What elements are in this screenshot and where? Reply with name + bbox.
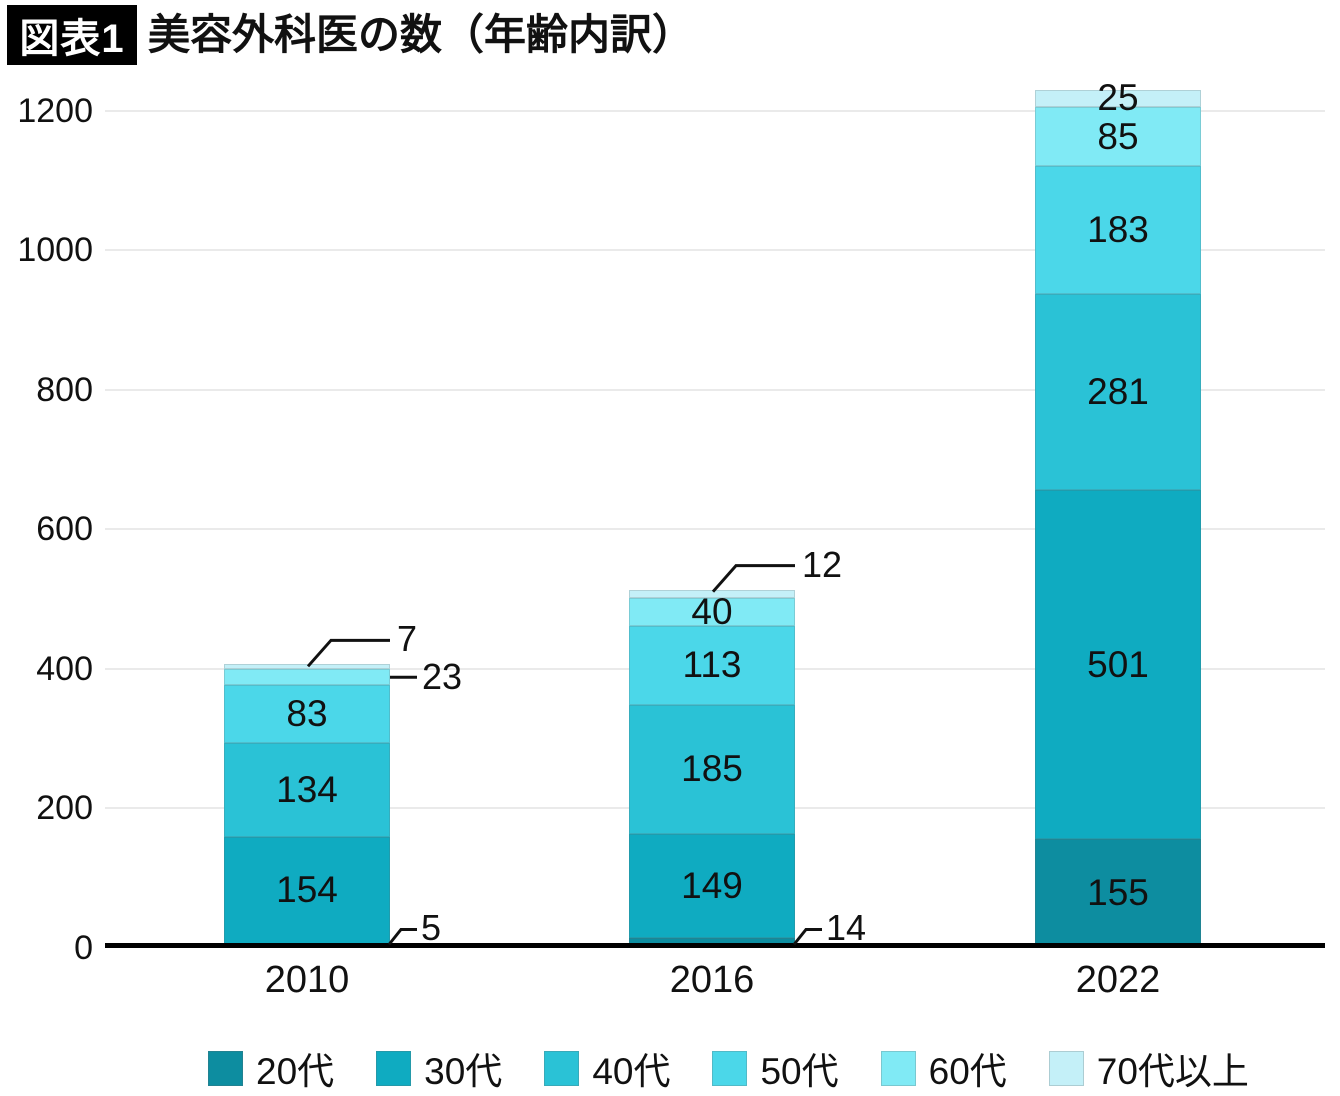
x-axis-line — [105, 943, 1325, 948]
segment-value-label: 40 — [691, 591, 733, 632]
bar-segment — [629, 598, 795, 626]
x-axis-tick-label: 2010 — [264, 959, 350, 1001]
bar-segment — [224, 669, 390, 686]
y-axis-tick-label: 1200 — [17, 91, 93, 130]
y-axis-tick-label: 1000 — [17, 231, 93, 269]
bar-segment — [1035, 489, 1201, 840]
bar-segment — [629, 833, 795, 938]
segment-value-label: 134 — [276, 768, 338, 810]
segment-value-label: 183 — [1087, 209, 1149, 251]
bar-segment — [1035, 839, 1201, 948]
gridline — [105, 528, 1325, 530]
callout-value-label: 23 — [422, 656, 463, 698]
bar-segment — [1035, 166, 1201, 294]
figure-header: 図表1 美容外科医の数（年齢内訳） — [7, 5, 694, 65]
legend-item: 70代以上 — [1048, 1041, 1249, 1095]
gridline — [105, 388, 1325, 391]
chart-title: 美容外科医の数（年齢内訳） — [148, 11, 695, 58]
segment-value-label: 185 — [681, 748, 743, 790]
segment-value-label: 501 — [1087, 643, 1149, 685]
bar-segment — [629, 625, 795, 705]
legend-label: 60代 — [928, 1051, 1007, 1092]
legend-swatch — [880, 1050, 916, 1086]
legend-swatch — [1048, 1050, 1084, 1086]
legend-label: 50代 — [760, 1051, 839, 1092]
bar-segment — [1035, 293, 1201, 490]
callout-value-label: 7 — [397, 618, 418, 660]
callout-value-label: 5 — [421, 906, 442, 948]
legend-item: 20代 — [208, 1041, 334, 1095]
y-axis-tick-label: 400 — [36, 649, 93, 688]
callout-value-label: 12 — [802, 543, 843, 585]
legend-item: 40代 — [544, 1041, 670, 1095]
legend-swatch — [208, 1050, 243, 1086]
legend-swatch — [712, 1050, 748, 1086]
x-axis-tick-label: 2016 — [669, 959, 755, 1001]
bar-segment — [629, 937, 795, 948]
gridline — [105, 109, 1325, 112]
callout-line — [306, 638, 390, 668]
legend-label: 20代 — [256, 1051, 335, 1092]
bar-segment — [224, 743, 390, 837]
legend-item: 50代 — [712, 1041, 839, 1095]
bar-segment — [224, 685, 390, 744]
segment-value-label: 281 — [1087, 370, 1149, 412]
legend: 20代 30代 40代 50代 60代 70代以上 — [208, 1041, 1249, 1095]
segment-value-label: 85 — [1097, 115, 1139, 157]
x-axis-tick-label: 2022 — [1075, 959, 1161, 1001]
figure-number-badge: 図表1 — [7, 5, 137, 65]
bar-segment — [1035, 89, 1201, 107]
y-axis-tick-label: 800 — [36, 370, 93, 409]
segment-value-label: 83 — [286, 693, 328, 735]
y-axis-tick-label: 200 — [36, 789, 93, 827]
y-axis-tick-label: 600 — [36, 510, 93, 548]
legend-item: 60代 — [880, 1041, 1007, 1095]
legend-label: 30代 — [424, 1051, 503, 1092]
segment-value-label: 154 — [276, 869, 338, 911]
bar-segment — [629, 704, 795, 834]
segment-value-label: 149 — [681, 864, 743, 906]
callout-line — [711, 564, 795, 593]
callout-value-label: 14 — [826, 906, 867, 948]
segment-value-label: 25 — [1097, 77, 1139, 119]
legend-swatch — [376, 1050, 412, 1086]
bar-segment — [224, 664, 390, 670]
legend-item: 30代 — [376, 1041, 502, 1095]
bar-segment — [224, 836, 390, 944]
segment-value-label: 155 — [1087, 872, 1149, 914]
bar-segment — [1035, 107, 1201, 167]
legend-label: 70代以上 — [1096, 1051, 1249, 1092]
gridline — [105, 249, 1325, 251]
bar-segment — [629, 589, 795, 599]
segment-value-label: 113 — [682, 644, 742, 686]
legend-swatch — [544, 1050, 580, 1086]
y-axis-tick-label: 0 — [74, 928, 93, 967]
legend-label: 40代 — [592, 1051, 671, 1092]
